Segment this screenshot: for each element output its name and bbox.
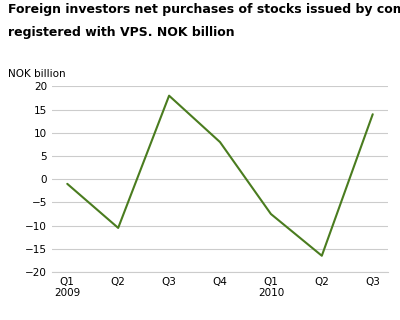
Text: Foreign investors net purchases of stocks issued by companies: Foreign investors net purchases of stock… xyxy=(8,3,400,16)
Text: registered with VPS. NOK billion: registered with VPS. NOK billion xyxy=(8,26,235,39)
Text: NOK billion: NOK billion xyxy=(8,69,66,79)
